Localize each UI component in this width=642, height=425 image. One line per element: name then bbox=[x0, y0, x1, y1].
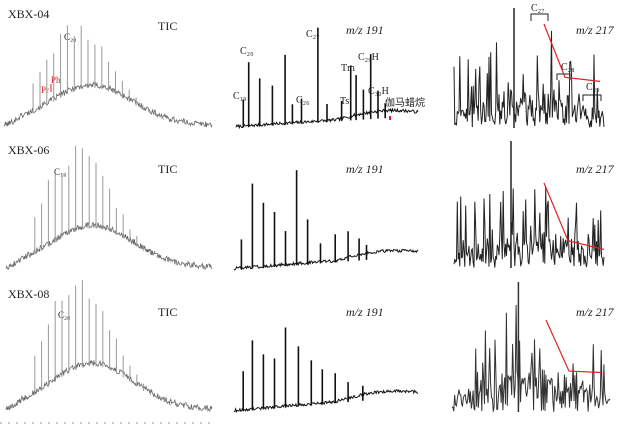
mz191-peak-ts: Ts bbox=[340, 96, 349, 107]
tic-1-peak-ph: Ph bbox=[51, 75, 61, 85]
tic-2-envelope bbox=[5, 221, 213, 270]
tic-2-peak-c18: C₁₈ bbox=[54, 167, 66, 177]
m191-2-baseline bbox=[233, 248, 419, 271]
bracket-c27 bbox=[530, 13, 549, 21]
mz191-peak-tm: Tm bbox=[341, 63, 355, 74]
m217-3-noise bbox=[451, 304, 611, 412]
tic-3-envelope bbox=[5, 359, 213, 413]
mz191-trace-row-2 bbox=[233, 170, 419, 271]
m191-3-baseline bbox=[233, 389, 418, 413]
mz191-trace-row-1 bbox=[235, 27, 419, 130]
sterane-trend-row-2 bbox=[543, 182, 605, 250]
trace-title-mz191-3: m/z 191 bbox=[346, 305, 384, 319]
mz217-peak-c28: C₂₈ bbox=[561, 62, 575, 73]
sterane-trend-row-3 bbox=[545, 319, 602, 374]
mz191-trace-row-3 bbox=[233, 327, 418, 413]
m217-2-noise bbox=[453, 186, 605, 268]
trace-title-tic-3: TIC bbox=[158, 305, 177, 319]
mz191-peak-c26: C₂₆ bbox=[296, 95, 310, 106]
trace-title-mz217-2: m/z 217 bbox=[576, 162, 615, 176]
mz217-peak-c27: C₂₇ bbox=[531, 3, 545, 14]
sample-label-xbx-06: XBX-06 bbox=[8, 143, 49, 157]
mz217-trace-row-2 bbox=[453, 141, 605, 268]
mz191-peak-c27: C₂₇ bbox=[306, 29, 320, 40]
tic-3-peak-c20: C₂₀ bbox=[58, 310, 70, 320]
sample-label-xbx-08: XBX-08 bbox=[8, 287, 49, 301]
mz191-peak-c29h: C₂₉H bbox=[358, 52, 379, 63]
trace-title-mz217-3: m/z 217 bbox=[576, 305, 615, 319]
trace-title-tic-1: TIC bbox=[158, 19, 177, 33]
sterane-trend-row-1 bbox=[543, 23, 601, 82]
trace-title-tic-2: TIC bbox=[158, 162, 177, 176]
tic-trace-row-2 bbox=[5, 145, 213, 270]
mz217-trace-row-1 bbox=[453, 8, 605, 128]
tic-1-envelope bbox=[3, 81, 213, 129]
tic-trace-row-1 bbox=[3, 25, 213, 129]
mz217-peak-c29: C₂₉ bbox=[586, 82, 600, 93]
mz191-peak-c20: C₂₀ bbox=[240, 46, 254, 57]
trace-title-mz191-2: m/z 191 bbox=[346, 162, 384, 176]
m217-1-noise bbox=[453, 30, 605, 128]
mz191-peak-c19: C₁₉ bbox=[233, 91, 247, 102]
trace-title-mz191-1: m/z 191 bbox=[346, 23, 384, 37]
tic-trace-row-3 bbox=[5, 280, 213, 413]
mz191-peak-gammacerane: 伽马蜡烷 bbox=[385, 96, 425, 109]
bracket-c29 bbox=[582, 94, 602, 101]
mz217-trace-row-3 bbox=[451, 282, 611, 412]
tic-1-peak-c20: C₂₀ bbox=[64, 32, 76, 42]
sample-label-xbx-04: XBX-04 bbox=[8, 7, 49, 21]
trace-title-mz217-1: m/z 217 bbox=[576, 23, 615, 37]
tic-1-peak-pr: Pr bbox=[41, 85, 49, 95]
